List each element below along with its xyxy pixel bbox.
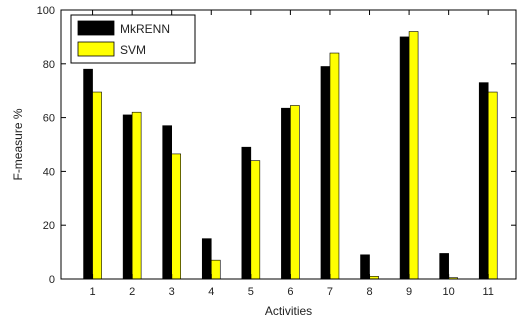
legend-label-svm: SVM [120, 43, 146, 57]
legend-label-mkrenn: MkRENN [120, 22, 170, 36]
bar-mkrenn-5 [241, 146, 252, 280]
x-tick-label: 2 [129, 286, 135, 298]
y-tick-label: 20 [43, 220, 55, 232]
bar-svm-1 [92, 91, 102, 280]
bars-group [83, 31, 498, 280]
y-tick-label: 0 [49, 274, 55, 286]
bar-svm-5 [250, 160, 261, 280]
x-tick-label: 11 [483, 286, 494, 298]
legend-swatch-svm [77, 41, 115, 57]
x-tick-label: 8 [366, 286, 372, 298]
y-tick-label: 40 [43, 166, 55, 178]
bar-svm-4 [210, 259, 221, 280]
x-axis-ticks: 1 2 3 4 5 6 7 8 9 10 11 [90, 10, 494, 298]
bar-svm-9 [408, 31, 419, 280]
y-tick-label: 100 [37, 5, 55, 17]
x-tick-label: 6 [287, 286, 293, 298]
bar-mkrenn-3 [162, 125, 172, 280]
legend: MkRENN SVM [70, 14, 196, 64]
y-axis-label: F-measure % [11, 108, 25, 180]
x-tick-label: 5 [248, 286, 254, 298]
y-tick-label: 60 [43, 113, 55, 125]
bar-mkrenn-9 [399, 36, 410, 280]
legend-swatch-mkrenn [77, 20, 115, 36]
bar-svm-2 [131, 111, 142, 280]
plot-frame [60, 9, 517, 280]
x-tick-label: 1 [90, 286, 96, 298]
x-tick-label: 10 [443, 286, 455, 298]
bar-mkrenn-4 [201, 238, 212, 280]
bar-mkrenn-11 [478, 82, 489, 280]
bar-svm-3 [171, 153, 181, 280]
bar-svm-6 [290, 105, 300, 280]
bar-svm-11 [487, 91, 498, 280]
y-axis-ticks: 0 20 40 60 80 100 [37, 5, 516, 286]
bar-mkrenn-10 [439, 253, 449, 280]
y-tick-label: 80 [43, 59, 55, 71]
bar-svm-7 [329, 52, 340, 280]
bar-mkrenn-2 [122, 114, 133, 280]
x-axis-label: Activities [265, 304, 312, 318]
x-tick-label: 9 [406, 286, 412, 298]
bar-mkrenn-1 [83, 68, 93, 280]
bar-mkrenn-8 [360, 254, 370, 280]
bar-mkrenn-7 [320, 66, 331, 280]
bar-mkrenn-6 [281, 107, 291, 280]
x-tick-label: 7 [327, 286, 333, 298]
x-tick-label: 4 [208, 286, 214, 298]
x-tick-label: 3 [169, 286, 175, 298]
